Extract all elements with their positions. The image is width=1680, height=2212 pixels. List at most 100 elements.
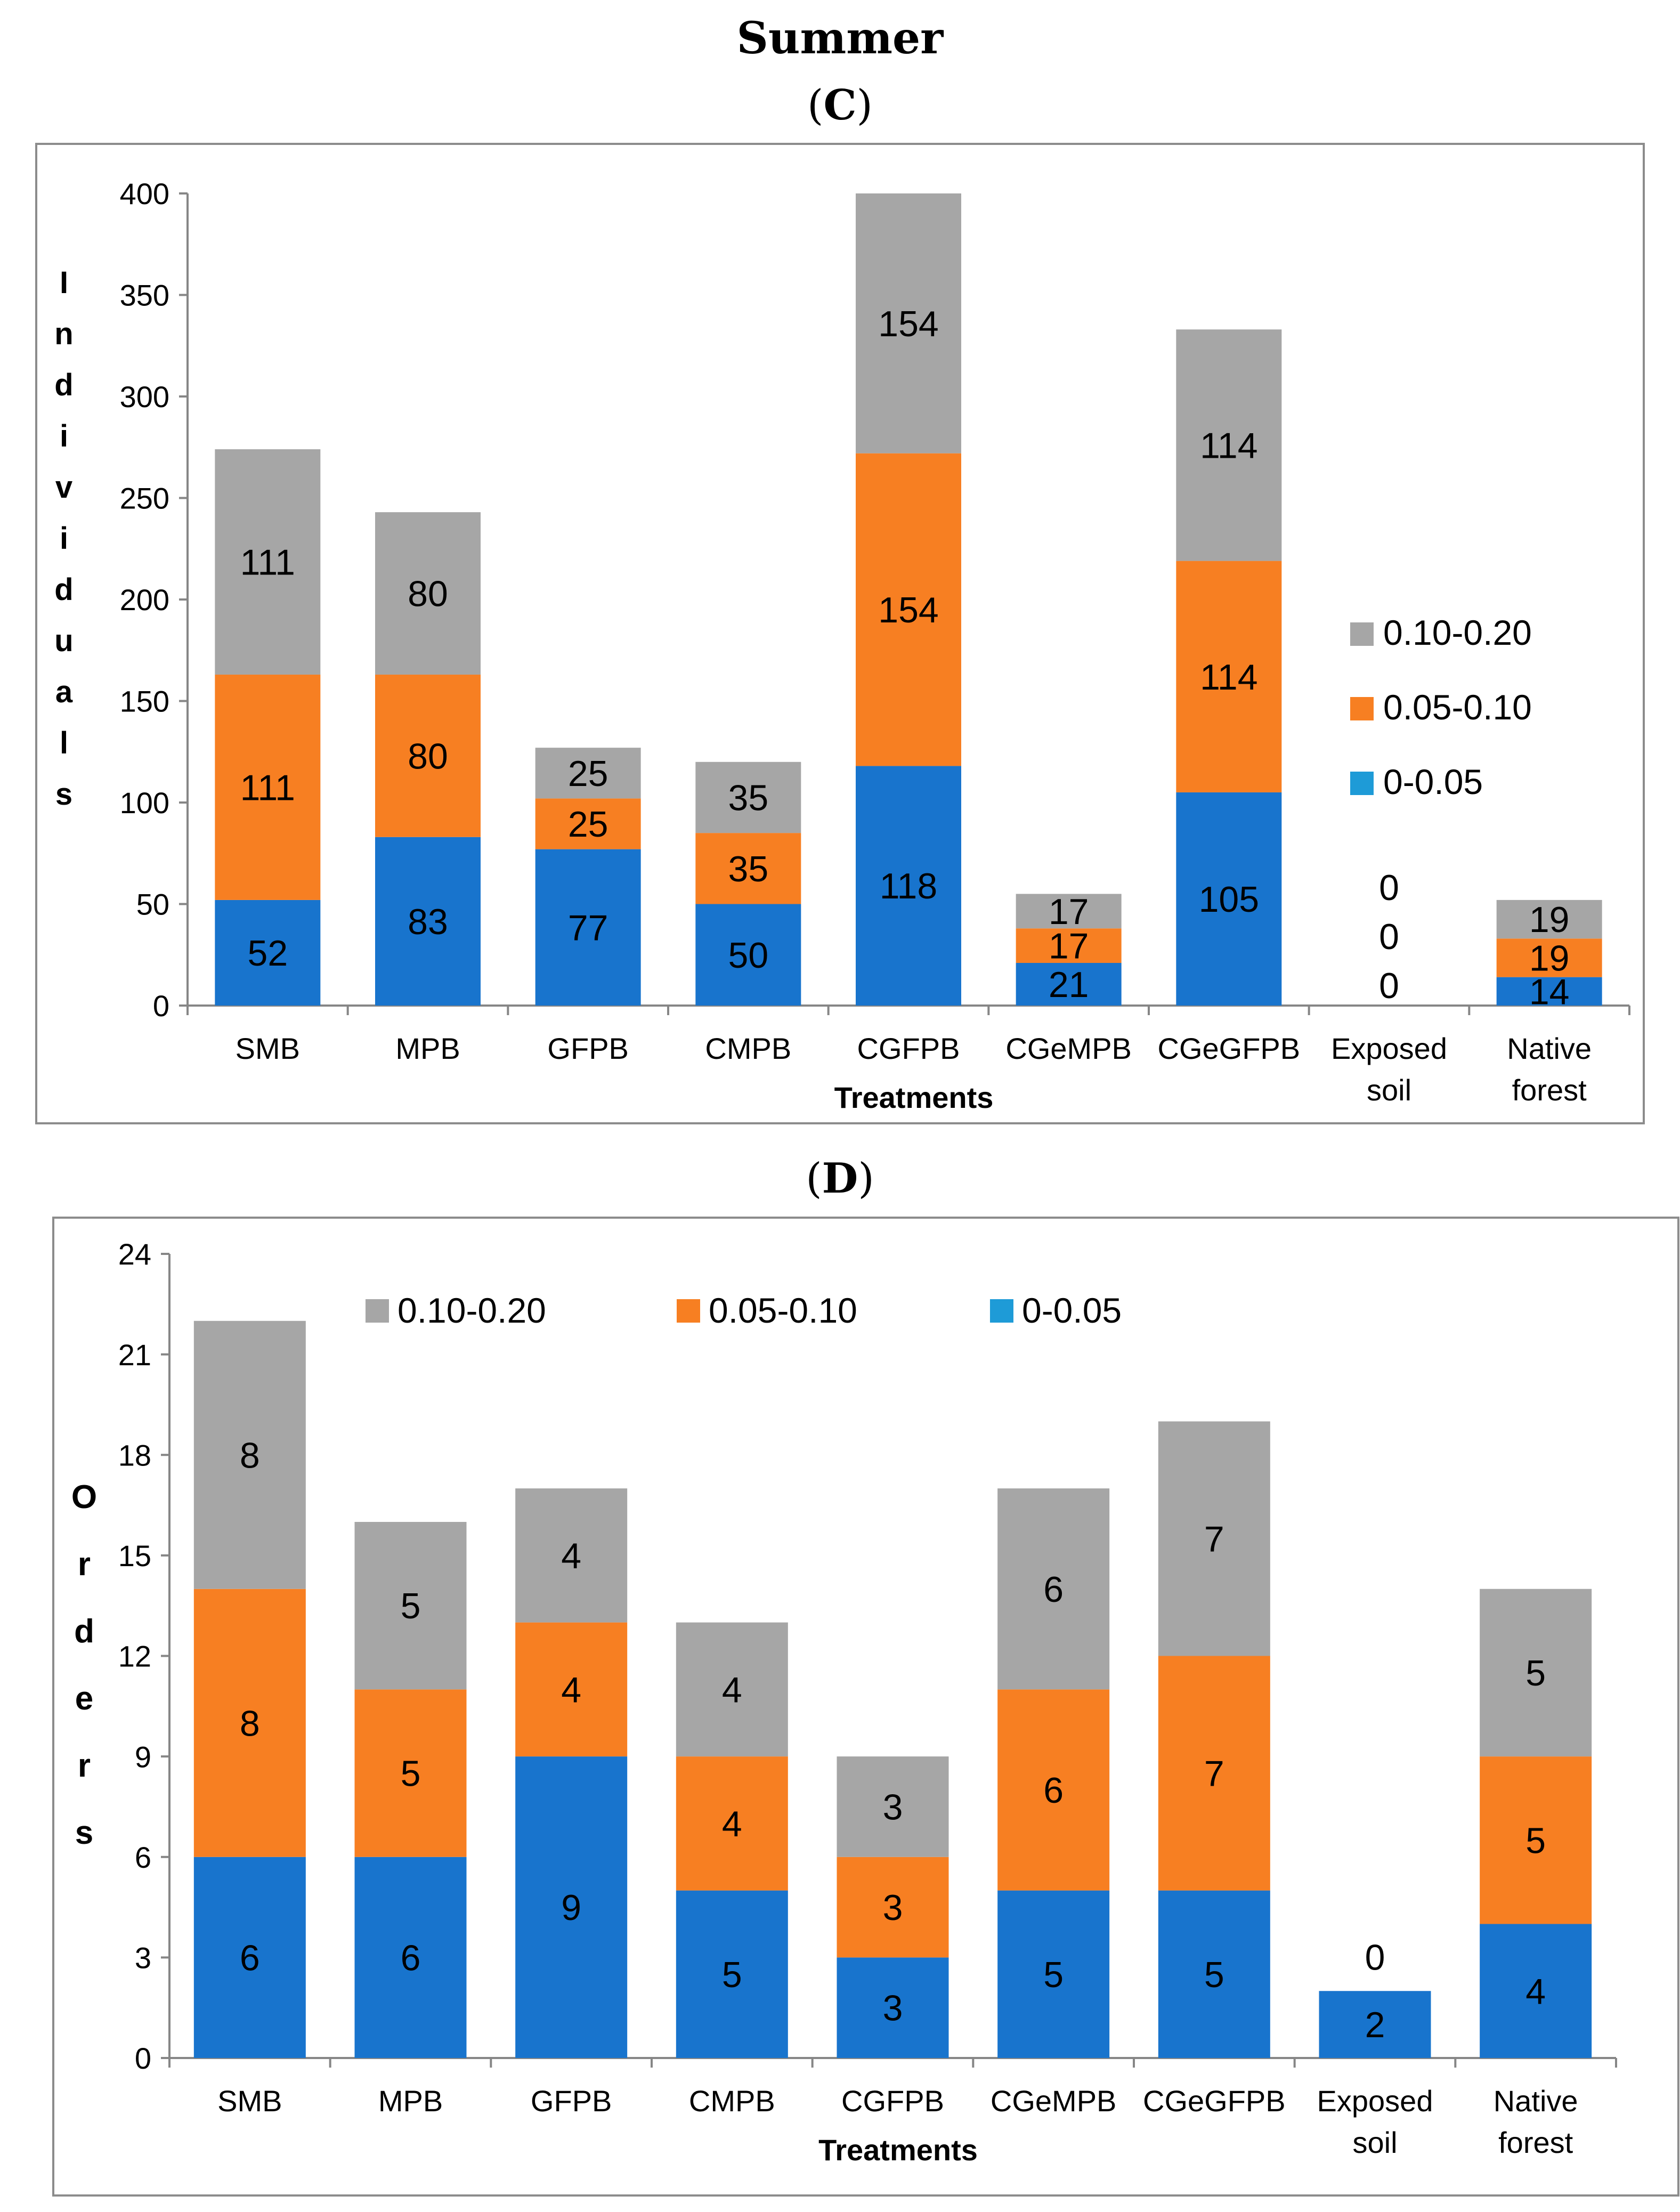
data-label: 77 (568, 908, 608, 948)
y-axis-title-letter: O (71, 1479, 97, 1516)
x-tick-label: CGeMPB (1005, 1032, 1132, 1065)
data-label: 17 (1049, 892, 1089, 932)
data-label: 52 (248, 933, 288, 974)
figure-title: Summer (736, 13, 944, 64)
bar-segment-0.05-0.10 (535, 798, 641, 849)
data-label: 5 (401, 1754, 421, 1794)
x-tick-label: CGeGFPB (1158, 1032, 1301, 1065)
x-tick-label: forest (1512, 1073, 1587, 1107)
x-tick-label: Exposed (1331, 1032, 1447, 1065)
data-label: 19 (1529, 900, 1570, 940)
y-axis-title-letter: s (55, 777, 72, 812)
y-axis-title-letter: n (54, 317, 73, 351)
bar-segment-0.05-0.10 (215, 674, 321, 900)
bar-segment-0-0.05 (215, 900, 321, 1006)
data-label: 6 (1043, 1569, 1064, 1610)
y-tick-label: 6 (135, 1841, 151, 1874)
legend-label: 0-0.05 (1383, 762, 1483, 801)
bar-segment-0-0.05 (676, 1890, 788, 2058)
data-label: 17 (1049, 926, 1089, 967)
bar-segment-0-0.05 (375, 837, 481, 1006)
legend-swatch (366, 1299, 389, 1323)
x-tick-label: CMPB (689, 2084, 775, 2118)
data-label: 111 (240, 542, 295, 583)
bar-segment-0.05-0.10 (1158, 1656, 1270, 1891)
bar-segment-0-0.05 (1016, 962, 1122, 1006)
y-axis-title-letter: a (55, 675, 73, 709)
bar-segment-0.10-0.20 (1016, 894, 1122, 929)
data-label: 80 (408, 574, 448, 614)
legend-swatch (1350, 772, 1374, 795)
bar-segment-0.05-0.10 (354, 1689, 467, 1857)
bar-segment-0-0.05 (695, 904, 801, 1006)
legend-label: 0.10-0.20 (397, 1291, 546, 1330)
panel-letter-d: D (822, 1154, 858, 1203)
data-label: 14 (1529, 971, 1570, 1012)
y-axis-title-letter: d (54, 368, 73, 402)
data-label: 0 (1379, 868, 1399, 908)
bar-segment-0.10-0.20 (997, 1488, 1110, 1690)
data-label: 4 (1525, 1971, 1546, 2012)
bar-segment-0.10-0.20 (215, 449, 321, 675)
x-tick-label: CGeMPB (991, 2084, 1117, 2118)
legend-label: 0-0.05 (1022, 1291, 1122, 1330)
data-label: 50 (728, 935, 769, 976)
legend-label: 0.05-0.10 (1383, 687, 1532, 727)
y-axis-title-letter: e (75, 1680, 93, 1717)
y-tick-label: 0 (153, 989, 169, 1023)
x-axis-title: Treatments (818, 2133, 978, 2167)
bar-segment-0-0.05 (354, 1857, 467, 2058)
y-axis-title-letter: s (75, 1814, 93, 1851)
bar-segment-0.05-0.10 (695, 833, 801, 904)
data-label: 2 (1365, 2005, 1385, 2045)
x-tick-label: GFPB (547, 1032, 628, 1065)
data-label: 5 (1525, 1820, 1546, 1861)
bar-segment-0.10-0.20 (193, 1320, 306, 1589)
data-label: 105 (1199, 879, 1259, 920)
x-tick-label: forest (1498, 2126, 1573, 2159)
data-label: 4 (561, 1670, 581, 1710)
y-axis-title-letter: l (60, 726, 68, 760)
data-label: 25 (568, 753, 608, 794)
y-tick-label: 250 (120, 482, 169, 515)
legend-swatch (1350, 697, 1374, 720)
bar-segment-0.10-0.20 (1176, 329, 1282, 561)
y-axis-title-letter: r (78, 1546, 91, 1583)
bar-segment-0.10-0.20 (837, 1756, 949, 1857)
y-tick-label: 18 (118, 1438, 151, 1472)
x-tick-label: soil (1352, 2126, 1397, 2159)
data-label: 19 (1529, 938, 1570, 978)
data-label: 8 (240, 1435, 260, 1476)
y-tick-label: 350 (120, 279, 169, 312)
y-tick-label: 300 (120, 380, 169, 414)
legend-swatch (677, 1299, 700, 1323)
x-tick-label: CMPB (705, 1032, 791, 1065)
data-label: 83 (408, 902, 448, 942)
bar-segment-0.05-0.10 (1016, 928, 1122, 963)
data-label: 7 (1204, 1754, 1224, 1794)
x-tick-label: SMB (217, 2084, 282, 2118)
bar-segment-0-0.05 (1496, 977, 1602, 1006)
data-label: 21 (1049, 965, 1089, 1005)
y-tick-label: 12 (118, 1640, 151, 1673)
bar-segment-0-0.05 (1319, 1991, 1431, 2058)
data-label: 5 (401, 1586, 421, 1626)
panel-label-c: (C) (807, 81, 873, 129)
y-axis-title-letter: v (55, 470, 72, 505)
x-tick-label: soil (1367, 1073, 1411, 1107)
x-axis-title: Treatments (834, 1081, 994, 1114)
bar-segment-0-0.05 (997, 1890, 1110, 2058)
y-tick-label: 9 (135, 1740, 151, 1773)
data-label: 0 (1379, 917, 1399, 957)
x-tick-label: MPB (395, 1032, 460, 1065)
bar-segment-0.05-0.10 (676, 1756, 788, 1891)
bar-segment-0-0.05 (535, 849, 641, 1006)
y-axis-title-letter: r (78, 1747, 91, 1784)
x-tick-label: Native (1494, 2084, 1578, 2118)
data-label: 6 (240, 1938, 260, 1978)
data-label: 118 (880, 866, 937, 906)
y-tick-label: 3 (135, 1941, 151, 1975)
data-label: 3 (883, 1988, 903, 2029)
y-tick-label: 0 (135, 2041, 151, 2075)
bar-segment-0.05-0.10 (375, 674, 481, 837)
